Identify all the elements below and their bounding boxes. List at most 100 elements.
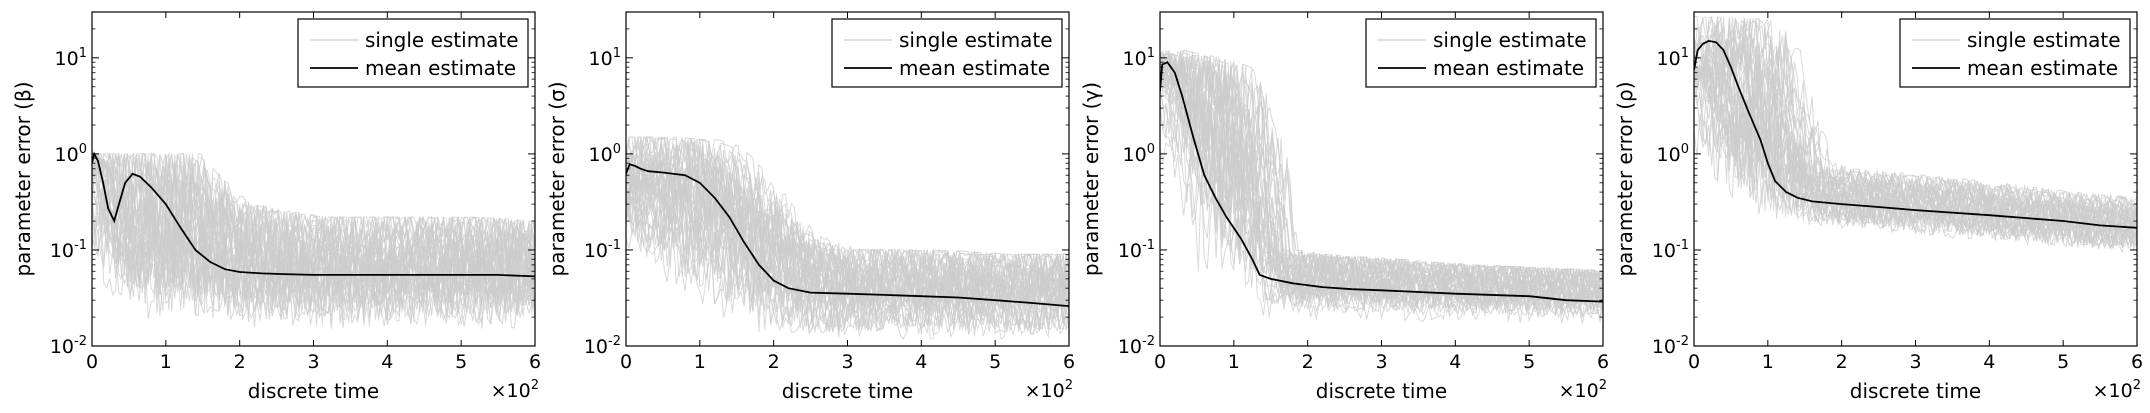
mean-estimate-point: [1565, 299, 1567, 301]
single-estimate-trace: [1160, 63, 1603, 308]
chart-panel-1: 0 1 2 3 4 5 6 10-2 10-1 100 101 discrete time ×102 pa…: [11, 11, 541, 403]
y-tick-label: 100: [589, 142, 621, 166]
mean-estimate-point: [497, 274, 499, 276]
y-tick-label: 10-1: [1652, 238, 1689, 262]
mean-estimate-point: [1877, 206, 1880, 208]
x-tick-label: 1: [1228, 351, 1240, 373]
legend-label: single estimate: [899, 28, 1053, 52]
legend: single estimate mean estimate: [1899, 18, 2131, 88]
mean-estimate-point: [1697, 49, 1699, 51]
y-tick-label: 10-1: [584, 238, 621, 262]
mean-estimate-point: [1259, 274, 1261, 276]
single-estimate-trace: [626, 136, 1069, 279]
legend-box: [831, 18, 1063, 88]
y-tick-label: 10-2: [50, 334, 87, 358]
mean-estimate-point: [165, 203, 167, 205]
mean-estimate-point: [1748, 113, 1750, 115]
y-axis-label: parameter error (σ): [545, 82, 569, 277]
x-axis-label: discrete time: [782, 379, 913, 403]
mean-estimate-point: [1785, 191, 1787, 193]
mean-estimate-point: [1841, 203, 1843, 205]
chart-panel-2: 0 1 2 3 4 5 6 10-2 10-1 100 101 discrete time ×102 pa…: [545, 11, 1075, 403]
single-estimate-trace: [1160, 91, 1603, 319]
y-axis-label: parameter error (β): [11, 81, 35, 276]
x-tick-label: 4: [1449, 351, 1461, 373]
single-estimate-trace: [92, 152, 535, 249]
mean-estimate-point: [180, 227, 182, 229]
mean-estimate-point: [699, 182, 701, 184]
mean-estimate-point: [1380, 289, 1383, 291]
y-tick-label: 100: [55, 142, 87, 166]
legend-box: [297, 18, 529, 88]
mean-estimate-point: [684, 174, 686, 176]
mean-estimate-point: [386, 274, 388, 276]
legend-label: mean estimate: [899, 56, 1050, 80]
x-axis-label: discrete time: [1316, 379, 1447, 403]
mean-estimate-point: [1914, 209, 1917, 211]
mean-estimate-point: [1251, 258, 1253, 260]
single-estimate-trace: [92, 203, 535, 306]
mean-estimate-point: [1708, 40, 1710, 42]
single-estimate-trace: [626, 208, 1069, 341]
mean-estimate-point: [957, 296, 959, 299]
mean-estimate-point: [809, 291, 812, 294]
y-tick-label: 101: [589, 46, 621, 70]
single-estimate-trace: [1694, 16, 2137, 219]
mean-estimate-point: [634, 165, 636, 167]
mean-estimate-line: [92, 151, 535, 278]
mean-estimate-point: [1811, 200, 1813, 203]
single-estimate-trace: [626, 136, 1069, 280]
mean-estimate-point: [743, 241, 745, 243]
single-estimate-trace: [626, 161, 1069, 308]
x-tick-label: 3: [1375, 351, 1387, 373]
mean-estimate-point: [883, 294, 886, 296]
x-tick-label: 4: [1983, 351, 1995, 373]
y-tick-label: 10-2: [1652, 334, 1689, 358]
mean-estimate-point: [283, 273, 285, 275]
mean-estimate-point: [629, 163, 631, 165]
x-axis-multiplier: ×102: [491, 378, 539, 402]
mean-estimate-point: [194, 249, 196, 251]
mean-estimate-point: [2099, 224, 2101, 227]
mean-estimate-point: [423, 274, 425, 276]
single-estimate-trace: [92, 160, 535, 316]
x-axis-label: discrete time: [248, 379, 379, 403]
mean-estimate-point: [1214, 197, 1216, 199]
mean-estimate-point: [1715, 41, 1717, 43]
mean-estimate-point: [107, 207, 109, 210]
mean-estimate-point: [150, 186, 152, 188]
x-tick-label: 5: [2057, 351, 2069, 373]
mean-estimate-point: [1292, 282, 1294, 284]
legend: single estimate mean estimate: [297, 18, 529, 88]
mean-estimate-point: [1174, 72, 1176, 74]
x-tick-label: 2: [768, 351, 780, 373]
single-estimate-trace: [92, 155, 535, 278]
x-axis-multiplier: ×102: [1559, 378, 1607, 402]
x-tick-label: 5: [455, 351, 467, 373]
x-tick-label: 0: [86, 351, 98, 373]
single-estimate-trace: [92, 152, 535, 269]
x-tick-label: 4: [915, 351, 927, 373]
x-axis-label: discrete time: [1850, 379, 1981, 403]
single-estimate-trace: [1160, 71, 1603, 313]
mean-estimate-point: [209, 261, 211, 263]
mean-estimate-point: [647, 170, 649, 172]
mean-estimate-point: [787, 287, 790, 289]
mean-estimate-point: [261, 272, 263, 274]
mean-estimate-point: [1270, 278, 1272, 280]
mean-estimate-point: [349, 274, 352, 276]
mean-estimate-point: [139, 176, 141, 178]
y-axis-label: parameter error (ρ): [1613, 81, 1637, 276]
mean-estimate-point: [1730, 66, 1732, 68]
mean-estimate-point: [714, 197, 716, 199]
mean-estimate-point: [1702, 43, 1704, 45]
mean-estimate-point: [728, 216, 730, 218]
single-estimate-trace: [92, 160, 535, 283]
legend-label: mean estimate: [1967, 56, 2118, 80]
legend-box: [1899, 18, 2131, 88]
mean-estimate-point: [460, 274, 462, 276]
plot-area: [92, 151, 535, 329]
mean-estimate-point: [1351, 288, 1353, 290]
mean-estimate-point: [1774, 180, 1776, 182]
legend-label: mean estimate: [365, 56, 516, 80]
